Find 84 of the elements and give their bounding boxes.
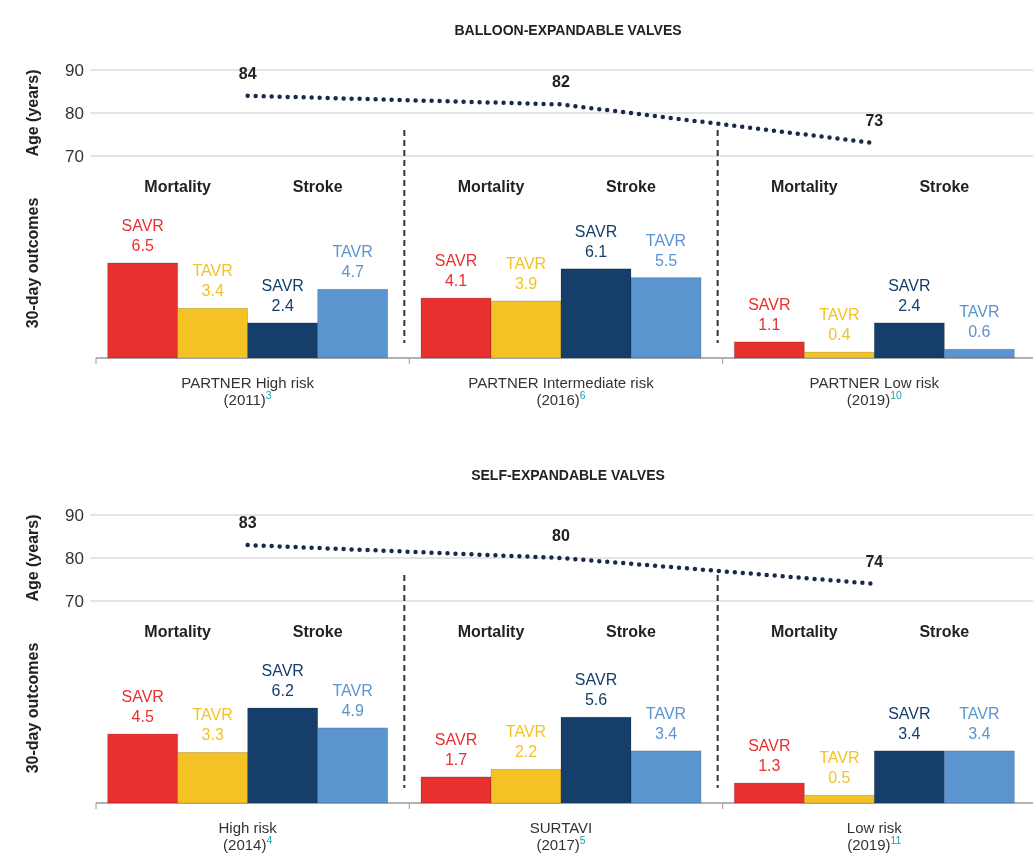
text: Stroke [606, 178, 656, 195]
data-label: 4.1 [444, 272, 468, 290]
text: Mortality [457, 178, 525, 195]
series-label: SAVR [121, 688, 164, 706]
y-axis-title: Age (years) [24, 514, 41, 602]
data-label: 84 [238, 64, 257, 82]
data-label: 3.4 [968, 724, 991, 742]
data-label: 5.6 [584, 691, 608, 709]
x-tick-label: High risk (2014)$^{4}$ [218, 819, 278, 853]
text: TAVR [959, 704, 1000, 722]
text: Mortality [144, 178, 212, 195]
text: Stroke [292, 623, 343, 640]
series-label: SAVR [121, 217, 164, 234]
y-tick-label: 90 [65, 506, 84, 525]
data-label: 2.4 [898, 296, 921, 314]
data-label: 0.6 [968, 323, 991, 341]
data-label: 6.1 [584, 242, 608, 260]
data-label: 73 [865, 112, 884, 130]
series-label: SAVR [261, 662, 304, 679]
text: TAVR [819, 749, 860, 767]
y-axis-title: 30-day outcomes [24, 642, 41, 774]
data-label: 6.5 [131, 237, 154, 254]
text: TAVR [819, 306, 860, 324]
data-label: 5.5 [654, 251, 678, 269]
data-label: 1.1 [758, 315, 781, 333]
text: SAVR [574, 222, 618, 240]
data-label: 4.5 [131, 708, 154, 726]
y-tick-label: 70 [65, 147, 84, 166]
data-label: 2.4 [271, 296, 294, 314]
x-tick-label: PARTNER High risk (2011)$^{3}$ [181, 374, 315, 408]
text: TAVR [505, 723, 547, 741]
data-label: 2.2 [514, 743, 538, 761]
y-tick-label: 80 [65, 549, 84, 568]
data-label: 4.7 [341, 263, 364, 281]
data-label: 3.9 [514, 275, 538, 292]
data-label: 6.2 [271, 682, 294, 699]
data-label: 3.4 [654, 724, 678, 742]
series-label: TAVR [332, 243, 373, 261]
y-tick-label: 90 [65, 61, 84, 80]
text: TAVR [645, 231, 687, 249]
text: SAVR [888, 276, 931, 294]
series-label: TAVR [192, 262, 233, 280]
chart-title: SELF-EXPANDABLE VALVES [471, 467, 665, 483]
text: TAVR [959, 303, 1000, 321]
text: Mortality [771, 623, 838, 640]
y-axis-title: 30-day outcomes [24, 197, 41, 329]
series-label: TAVR [332, 681, 373, 699]
data-label: 74 [865, 552, 884, 570]
x-tick-label: Low risk (2019)$^{11}$ [846, 819, 903, 853]
data-label: 3.3 [201, 726, 224, 744]
text: SAVR [748, 737, 791, 755]
data-label: 0.4 [828, 326, 851, 344]
text: SAVR [574, 671, 618, 689]
data-label: 82 [552, 73, 570, 91]
chart-title: BALLOON-EXPANDABLE VALVES [454, 22, 682, 38]
text: SAVR [434, 252, 478, 270]
data-label: 83 [238, 514, 257, 532]
series-label: SAVR [261, 276, 304, 294]
data-label: 4.9 [341, 701, 364, 719]
text: SAVR [434, 730, 478, 748]
text: TAVR [645, 704, 687, 722]
data-label: 1.3 [758, 757, 781, 775]
data-label: 0.5 [828, 769, 851, 787]
text: TAVR [505, 255, 547, 272]
y-axis-title: Age (years) [24, 69, 41, 157]
data-label: 3.4 [201, 282, 224, 300]
data-label: 1.7 [444, 750, 468, 768]
data-label: 80 [552, 527, 570, 544]
series-label: TAVR [192, 706, 233, 724]
x-tick-label: PARTNER Low risk (2019)$^{10}$ [809, 374, 940, 408]
text: Stroke [919, 178, 970, 195]
text: Mortality [457, 623, 525, 640]
text: Stroke [606, 623, 656, 640]
x-tick-label: SURTAVI (2017)$^{5}$ [529, 819, 593, 853]
x-tick-label: PARTNER Intermediate risk (2016)$^{6}$ [468, 374, 655, 408]
text: Mortality [771, 178, 838, 195]
data-label: 3.4 [898, 724, 921, 742]
text: Stroke [919, 623, 970, 640]
y-tick-label: 80 [65, 104, 84, 123]
text: Mortality [144, 623, 212, 640]
text: SAVR [888, 704, 931, 722]
text: Stroke [292, 178, 343, 195]
y-tick-label: 70 [65, 592, 84, 611]
text: SAVR [748, 295, 791, 313]
